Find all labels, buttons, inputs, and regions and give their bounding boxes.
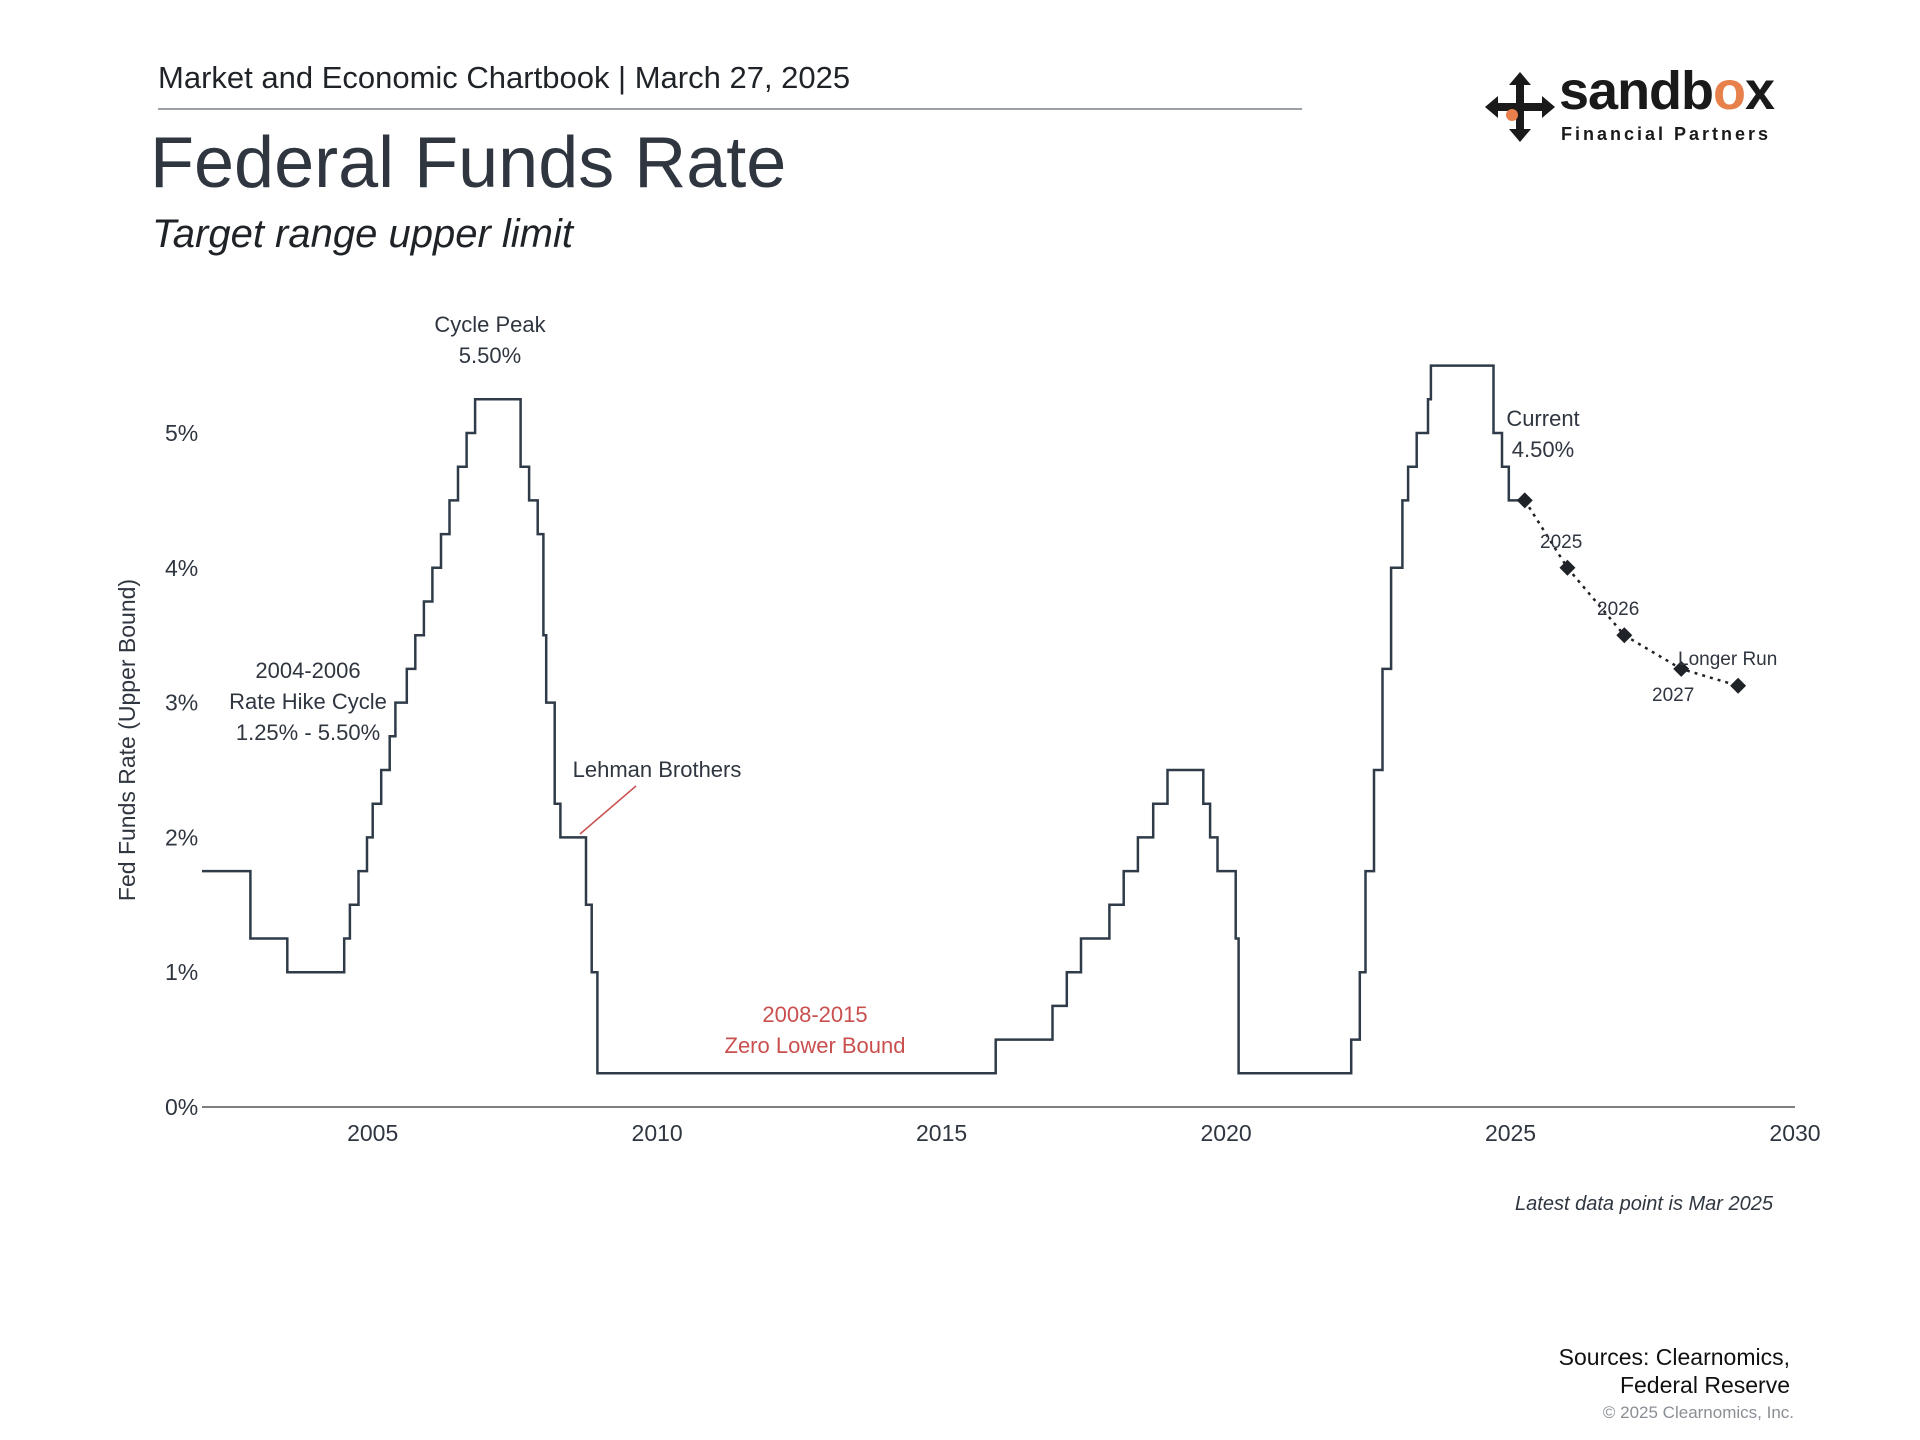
cycle-peak-annotation: Cycle Peak [434, 312, 546, 337]
y-tick-label: 3% [165, 690, 198, 716]
x-tick-label: 2005 [347, 1120, 398, 1146]
y-tick-label: 2% [165, 824, 198, 850]
sandbox-logo: sandbox Financial Partners [1485, 61, 1775, 152]
y-tick-label: 0% [165, 1094, 198, 1120]
y-axis-title: Fed Funds Rate (Upper Bound) [114, 579, 140, 901]
logo-tagline: Financial Partners [1561, 124, 1772, 144]
logo-word-end: x [1745, 61, 1775, 121]
x-tick-label: 2010 [632, 1120, 683, 1146]
projection-point [1673, 660, 1690, 677]
compass-arrows-icon [1485, 72, 1555, 142]
copyright-notice: © 2025 Clearnomics, Inc. [1602, 1403, 1794, 1422]
projection-point [1730, 677, 1747, 694]
current-rate-annotation: 4.50% [1512, 437, 1574, 462]
lehman-pointer [579, 785, 637, 835]
page-subtitle: Target range upper limit [152, 212, 573, 256]
x-tick-label: 2020 [1200, 1120, 1251, 1146]
page-title: Federal Funds Rate [150, 123, 787, 203]
hike-cycle-annotation: 1.25% - 5.50% [236, 720, 380, 745]
y-tick-label: 1% [165, 959, 198, 985]
x-tick-label: 2015 [916, 1120, 967, 1146]
historical-rate-line [202, 364, 1525, 1075]
current-rate-annotation: Current [1506, 406, 1579, 431]
projection-2026-label: 2026 [1597, 599, 1639, 620]
sources-line-1: Sources: Clearnomics, [1558, 1344, 1790, 1370]
longer-run-label: Longer Run [1678, 649, 1777, 670]
zero-lower-bound-annotation: 2008-2015 [762, 1002, 867, 1027]
hike-cycle-annotation: Rate Hike Cycle [229, 689, 387, 714]
x-tick-label: 2025 [1485, 1120, 1536, 1146]
sources-line-2: Federal Reserve [1619, 1372, 1790, 1398]
latest-data-note: Latest data point is Mar 2025 [1515, 1193, 1773, 1215]
logo-word-start: sandb [1559, 61, 1714, 121]
projection-2025-label: 2025 [1540, 532, 1582, 553]
hike-cycle-annotation: 2004-2006 [255, 658, 360, 683]
logo-word-o: o [1713, 61, 1746, 121]
chart-marks [202, 364, 1747, 1075]
chart-annotations: 2004-2006 Rate Hike Cycle 1.25% - 5.50% Cyc… [229, 312, 1777, 1058]
chartbook-header: Market and Economic Chartbook | March 27… [158, 60, 851, 95]
x-tick-label: 2030 [1769, 1120, 1820, 1146]
cycle-peak-annotation: 5.50% [459, 343, 521, 368]
chart-axes: 0% 1% 2% 3% 4% 5% 2005 2010 2015 2020 2025 2030 Fed … [114, 420, 1821, 1146]
projection-point [1616, 627, 1633, 644]
projection-point [1559, 559, 1576, 576]
y-tick-label: 5% [165, 420, 198, 446]
logo-wordmark: sandbox [1559, 60, 1775, 122]
lehman-annotation: Lehman Brothers [573, 757, 742, 782]
header-divider [158, 108, 1302, 110]
y-tick-label: 4% [165, 555, 198, 581]
projection-point [1516, 492, 1533, 509]
projection-2027-label: 2027 [1652, 685, 1694, 706]
sources-note: Sources: Clearnomics, Federal Reserve [1400, 1343, 1790, 1399]
zero-lower-bound-annotation: Zero Lower Bound [725, 1033, 906, 1058]
